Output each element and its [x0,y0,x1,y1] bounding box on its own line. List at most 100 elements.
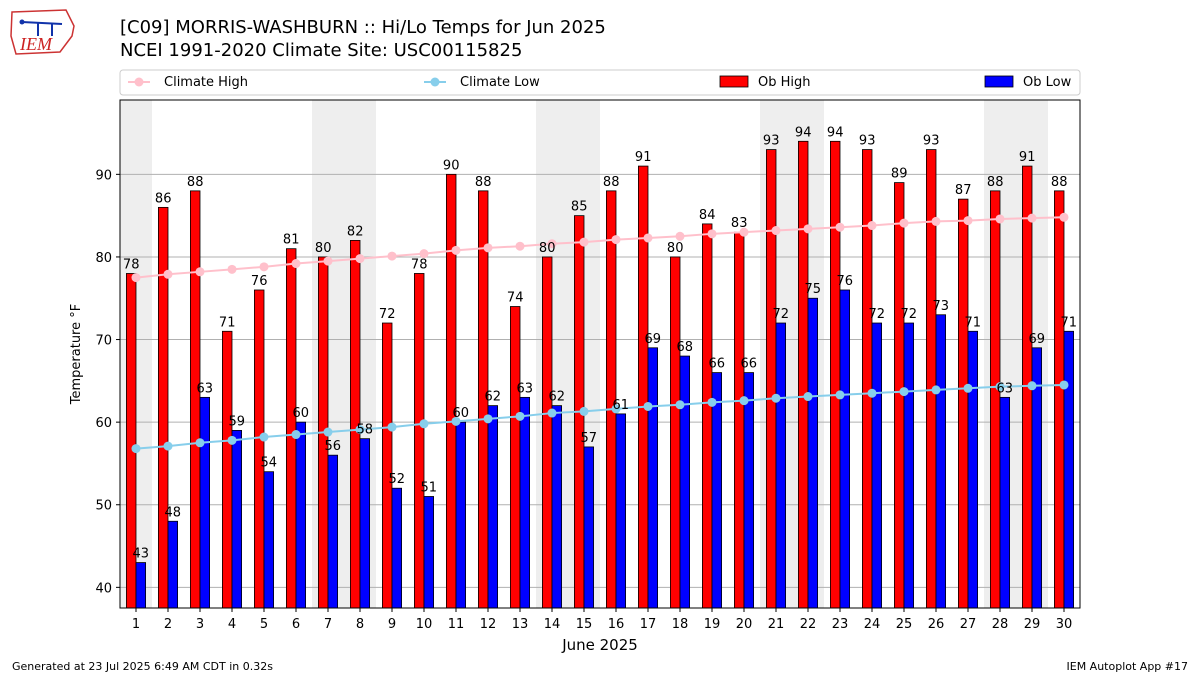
ob-high-value: 74 [507,291,524,306]
climate-high-point [419,249,429,259]
ob-low-bar [743,372,755,609]
x-tick-label: 29 [1024,617,1041,632]
climate-low-point [675,400,685,410]
climate-low-point [579,406,589,416]
ob-low-value: 71 [965,315,982,330]
climate-low-point [739,396,749,406]
ob-high-bar [862,149,873,609]
y-tick-label: 60 [95,416,112,431]
ob-low-bar [199,396,211,609]
x-tick-label: 12 [480,617,497,632]
x-tick-label: 3 [196,617,204,632]
climate-high-point [771,226,781,236]
y-axis-label: Temperature °F [69,304,84,405]
ob-low-bar [999,396,1011,609]
climate-low-point [195,438,205,448]
ob-low-value: 63 [997,381,1014,396]
ob-low-bar [967,330,979,609]
ob-high-bar [766,149,777,609]
ob-high-bar [221,330,233,609]
app-footer: IEM Autoplot App #17 [1066,660,1189,673]
climate-low-point [227,435,237,445]
climate-low-point [931,385,941,395]
ob-low-value: 75 [805,282,822,297]
ob-low-bar [519,396,531,609]
ob-high-bar [381,322,393,609]
ob-high-value: 94 [795,125,812,140]
ob-low-value: 62 [485,390,502,405]
climate-high-point [355,254,365,264]
x-tick-label: 16 [608,617,625,632]
x-tick-label: 28 [992,617,1009,632]
ob-high-bar [830,140,841,609]
ob-low-value: 51 [421,480,438,495]
x-tick-label: 4 [228,617,236,632]
climate-low-point [643,401,653,411]
ob-high-value: 83 [731,216,748,231]
ob-low-value: 68 [677,340,694,355]
climate-low-point [803,392,813,402]
ob-low-bar [679,355,691,609]
ob-low-value: 69 [645,332,662,347]
ob-low-bar [871,322,883,609]
ob-high-value: 91 [635,150,652,165]
ob-high-bar [702,223,713,609]
ob-low-value: 43 [133,547,150,562]
ob-low-bar [935,314,947,609]
ob-low-bar [295,421,307,609]
climate-low-line [135,383,1065,450]
climate-high-line [135,216,1065,279]
x-tick-label: 19 [704,617,721,632]
ob-high-value: 82 [347,224,364,239]
x-tick-label: 1 [132,617,140,632]
ob-low-bar [135,562,147,609]
climate-high-point [483,243,493,253]
ob-low-bar [327,454,339,609]
ob-low-value: 72 [901,307,918,322]
ob-low-value: 57 [581,431,598,446]
ob-high-bar [413,273,425,609]
y-tick-label: 90 [95,168,112,183]
ob-low-bar [231,430,243,609]
climate-high-point [803,224,813,234]
climate-low-point [1059,380,1069,390]
x-tick-label: 13 [512,617,529,632]
ob-low-bar [167,520,179,609]
ob-high-bar [670,256,681,609]
climate-lines [131,212,1069,454]
climate-low-point [771,393,781,403]
legend-box [119,69,1081,96]
climate-low-point [419,419,429,429]
climate-high-point [515,241,525,251]
x-tick-label: 23 [832,617,849,632]
climate-low-point [611,404,621,414]
x-tick-label: 21 [768,617,785,632]
climate-high-point [163,269,173,279]
ob-high-value: 89 [891,167,908,182]
ob-high-value: 88 [987,175,1004,190]
x-tick-label: 20 [736,617,753,632]
y-tick-label: 40 [95,581,112,596]
ob-high-bar [285,248,297,609]
ob-high-value: 88 [603,175,620,190]
legend-climate-low-label: Climate Low [460,75,540,90]
ob-high-bar [990,190,1001,609]
x-tick-label: 22 [800,617,817,632]
climate-high-point [739,227,749,237]
ob-high-value: 93 [859,134,876,149]
climate-low-point [1027,381,1037,391]
climate-high-point [899,218,909,228]
bar-labels: 78 86 88 71 76 81 80 82 72 78 90 88 74 80 85 88 91 80 84 83… [123,125,1077,561]
x-axis-label: June 2025 [561,636,638,654]
x-tick-label: 2 [164,617,172,632]
climate-low-point [963,383,973,393]
ob-high-bar [1054,190,1065,609]
climate-low-point [835,390,845,400]
y-tick-label: 70 [95,334,112,349]
legend-ob-low-swatch [984,75,1014,88]
climate-high-point [867,221,877,231]
gridlines [120,173,1080,588]
ob-high-value: 91 [1019,150,1036,165]
ob-high-bar [509,306,521,609]
ob-high-value: 93 [763,134,780,149]
